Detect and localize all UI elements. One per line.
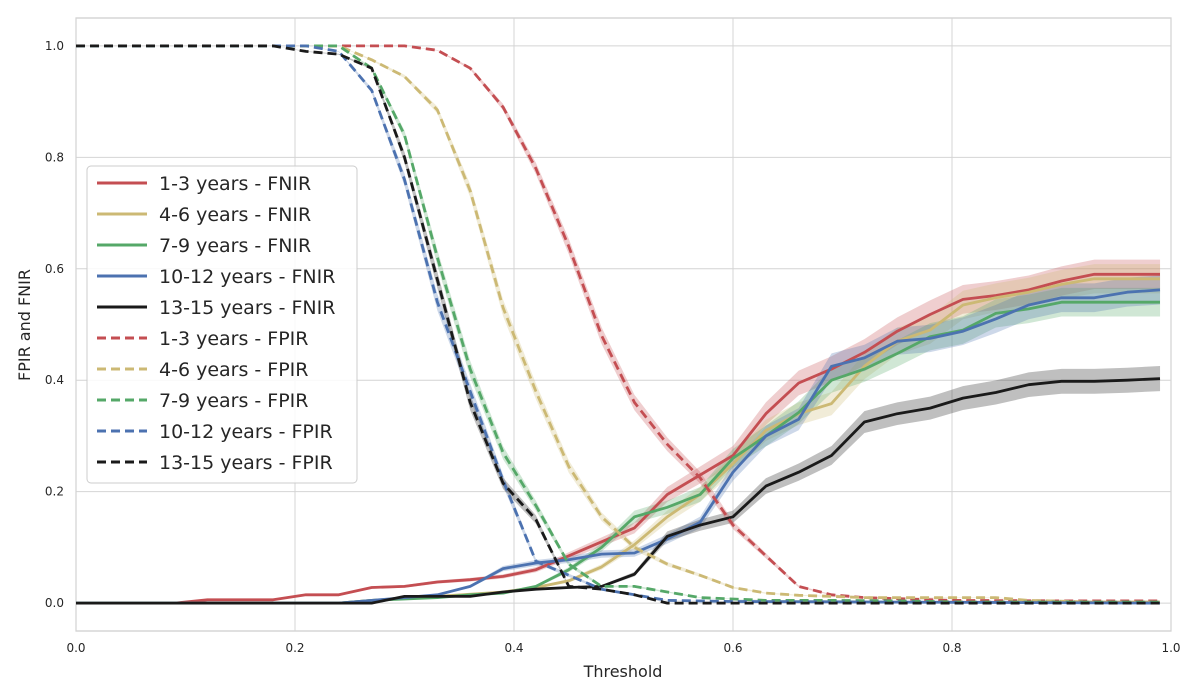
series-line-6 xyxy=(76,44,1160,604)
series-line-7 xyxy=(76,44,1160,604)
confidence-band-4 xyxy=(76,366,1161,604)
legend-label-5: 1-3 years - FPIR xyxy=(159,328,309,350)
legend-label-3: 10-12 years - FNIR xyxy=(159,266,335,288)
y-tick-label: 0.4 xyxy=(45,373,64,387)
series-line-9 xyxy=(76,44,1160,605)
x-tick-label: 1.0 xyxy=(1161,641,1180,655)
legend-box xyxy=(86,165,358,484)
y-tick-label: 0.2 xyxy=(45,485,64,499)
x-tick-label: 0.4 xyxy=(504,641,523,655)
series-line-0 xyxy=(76,272,1160,605)
y-tick-label: 1.0 xyxy=(45,39,64,53)
x-tick-label: 0.2 xyxy=(285,641,304,655)
x-tick-labels: 0.0 0.2 0.4 0.6 0.8 1.0 xyxy=(66,641,1180,655)
x-tick-label: 0.8 xyxy=(942,641,961,655)
confidence-band-2 xyxy=(76,287,1161,604)
x-axis-label: Threshold xyxy=(583,662,663,681)
legend-label-2: 7-9 years - FNIR xyxy=(159,235,311,257)
legend-label-0: 1-3 years - FNIR xyxy=(159,173,311,195)
x-tick-label: 0.0 xyxy=(66,641,85,655)
y-tick-label: 0.6 xyxy=(45,262,64,276)
series-lines xyxy=(76,44,1161,605)
legend-label-4: 13-15 years - FNIR xyxy=(159,297,335,319)
legend-label-7: 7-9 years - FPIR xyxy=(159,390,309,412)
legend-label-9: 13-15 years - FPIR xyxy=(159,452,333,474)
series-line-3 xyxy=(76,288,1161,605)
y-tick-label: 0.8 xyxy=(45,150,64,164)
x-tick-label: 0.6 xyxy=(723,641,742,655)
y-axis-label: FPIR and FNIR xyxy=(15,269,34,381)
legend-label-8: 10-12 years - FPIR xyxy=(159,421,333,443)
legend: 1-3 years - FNIR 4-6 years - FNIR 7-9 year… xyxy=(86,165,358,484)
series-line-8 xyxy=(76,44,1161,605)
legend-label-6: 4-6 years - FPIR xyxy=(159,359,309,381)
series-line-4 xyxy=(76,377,1161,605)
y-tick-labels: 0.0 0.2 0.4 0.6 0.8 1.0 xyxy=(45,39,64,610)
legend-label-1: 4-6 years - FNIR xyxy=(159,204,311,226)
y-tick-label: 0.0 xyxy=(45,596,64,610)
